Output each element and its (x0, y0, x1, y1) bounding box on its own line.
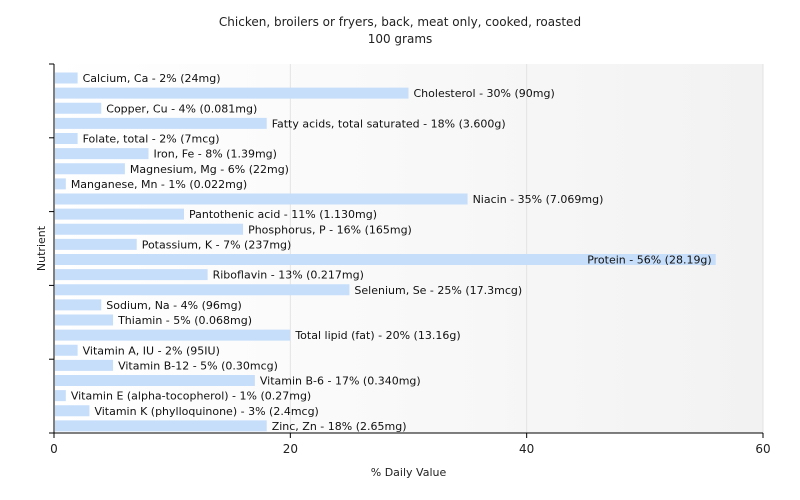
y-ticks (49, 63, 54, 434)
grid-lines (289, 64, 764, 433)
bar-label: Sodium, Na - 4% (96mg) (106, 299, 242, 312)
bar-label: Pantothenic acid - 11% (1.130mg) (189, 208, 377, 221)
x-axis-title: % Daily Value (371, 466, 447, 479)
bar-label: Magnesium, Mg - 6% (22mg) (130, 163, 289, 176)
bar-label: Folate, total - 2% (7mcg) (83, 133, 220, 146)
x-ticks: 0 20 40 60 (50, 433, 771, 456)
bar (55, 72, 78, 84)
bar-label: Vitamin A, IU - 2% (95IU) (83, 344, 220, 357)
bar (55, 87, 409, 99)
x-tick-label: 40 (519, 442, 534, 456)
bar-label: Phosphorus, P - 16% (165mg) (248, 223, 412, 236)
bar-label: Zinc, Zn - 18% (2.65mg) (272, 420, 407, 433)
bar (55, 193, 468, 205)
bar (55, 344, 78, 356)
y-axis-title: Nutrient (35, 225, 48, 271)
bar (55, 420, 267, 432)
bar (55, 284, 350, 296)
bar (55, 178, 66, 190)
bar (55, 314, 114, 326)
bar (55, 254, 716, 265)
bar (55, 390, 66, 402)
bar (55, 117, 267, 129)
bar (55, 269, 208, 281)
bar-label: Calcium, Ca - 2% (24mg) (83, 72, 221, 85)
chart-title: Chicken, broilers or fryers, back, meat … (218, 15, 582, 29)
bars: Calcium, Ca - 2% (24mg) Cholesterol - 30%… (55, 72, 716, 433)
bar-label: Iron, Fe - 8% (1.39mg) (154, 148, 277, 161)
bar (55, 163, 125, 175)
bar-label: Copper, Cu - 4% (0.081mg) (106, 102, 257, 115)
bar (55, 133, 78, 144)
x-tick-label: 60 (755, 442, 770, 456)
chart-subtitle: 100 grams (367, 32, 433, 46)
bar (55, 299, 102, 311)
bar-label: Niacin - 35% (7.069mg) (473, 193, 604, 206)
bar (55, 375, 255, 386)
bar-label: Vitamin B-6 - 17% (0.340mg) (260, 375, 421, 388)
bar-label: Fatty acids, total saturated - 18% (3.60… (272, 117, 506, 130)
bar-label: Cholesterol - 30% (90mg) (414, 87, 555, 100)
bar-label: Vitamin B-12 - 5% (0.30mcg) (118, 359, 278, 372)
axes (53, 64, 763, 434)
bar-label: Vitamin E (alpha-tocopherol) - 1% (0.27m… (71, 390, 311, 403)
bar (55, 208, 184, 220)
bar (55, 223, 244, 235)
x-tick-label: 0 (50, 442, 58, 456)
bar (55, 329, 291, 341)
bar (55, 102, 102, 114)
bar (55, 148, 149, 160)
bar-label: Thiamin - 5% (0.068mg) (117, 314, 252, 327)
bar (55, 238, 137, 250)
bar-label: Selenium, Se - 25% (17.3mcg) (354, 284, 522, 297)
bar-label: Protein - 56% (28.19g) (587, 254, 712, 267)
bar-label: Total lipid (fat) - 20% (13.16g) (294, 329, 460, 342)
x-tick-label: 20 (283, 442, 298, 456)
bar-label: Potassium, K - 7% (237mg) (142, 238, 292, 251)
bar (55, 405, 90, 417)
bar-label: Vitamin K (phylloquinone) - 3% (2.4mcg) (94, 405, 318, 418)
bar-label: Riboflavin - 13% (0.217mg) (213, 269, 364, 282)
bar-label: Manganese, Mn - 1% (0.022mg) (71, 178, 247, 191)
bar (55, 359, 114, 371)
